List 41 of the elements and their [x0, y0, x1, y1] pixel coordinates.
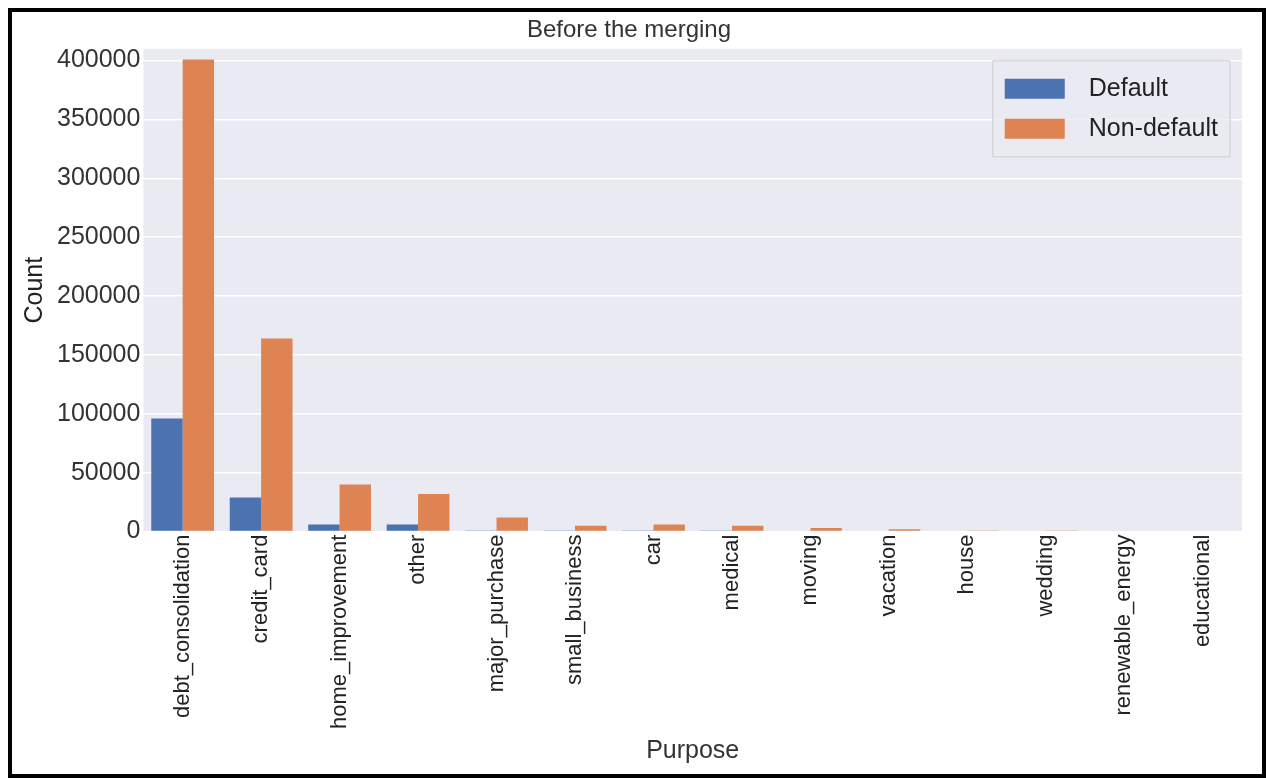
- bar: [810, 528, 842, 531]
- y-tick-label: 350000: [56, 103, 141, 132]
- bar: [731, 525, 764, 531]
- x-tick-label: wedding: [1031, 534, 1057, 618]
- bar: [229, 497, 262, 531]
- y-tick-label: 0: [126, 515, 141, 544]
- y-tick-label: 250000: [56, 221, 141, 250]
- x-tick-label: moving: [796, 534, 822, 606]
- x-tick-label: medical: [718, 534, 744, 611]
- bar: [418, 493, 450, 531]
- bar: [386, 524, 419, 531]
- x-tick-label: credit_card: [247, 534, 273, 644]
- x-tick-label: debt_consolidation: [168, 534, 194, 719]
- y-tick-label: 400000: [56, 44, 141, 73]
- x-tick-label: small_business: [561, 534, 587, 685]
- y-axis-title: Count: [18, 256, 47, 324]
- legend-label: Default: [1088, 72, 1169, 101]
- x-tick-label: house: [953, 534, 979, 595]
- x-tick-label: educational: [1188, 534, 1214, 648]
- chart-title: Before the merging: [526, 15, 732, 43]
- bar: [575, 525, 607, 531]
- x-tick-label: renewable_energy: [1110, 534, 1136, 716]
- y-tick-label: 100000: [56, 397, 141, 426]
- y-tick-label: 200000: [56, 279, 141, 308]
- y-tick-label: 150000: [56, 338, 141, 367]
- x-tick-label: car: [639, 534, 665, 566]
- x-tick-label: vacation: [874, 534, 900, 617]
- x-axis-title: Purpose: [646, 734, 740, 763]
- bar: [261, 338, 293, 531]
- bar: [182, 59, 215, 531]
- legend-label: Non-default: [1088, 112, 1219, 141]
- y-tick-label: 300000: [56, 162, 141, 191]
- bar: [308, 524, 340, 531]
- x-tick-label: home_improvement: [325, 534, 351, 730]
- y-tick-label: 50000: [70, 456, 141, 485]
- x-tick-label: other: [404, 534, 430, 585]
- bar: [653, 524, 685, 531]
- bar: [339, 484, 371, 531]
- bar: [496, 517, 528, 531]
- x-tick-label: major_purchase: [482, 534, 508, 693]
- bar: [151, 418, 183, 531]
